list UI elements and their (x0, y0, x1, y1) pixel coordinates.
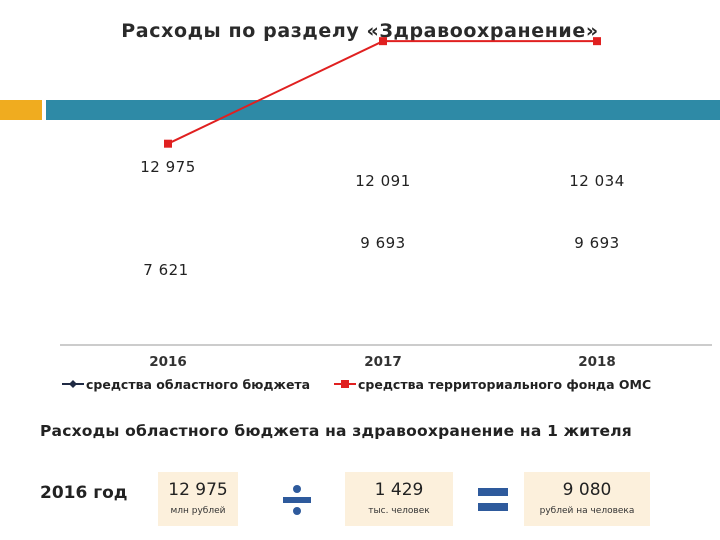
series-line (167, 40, 597, 145)
series-point (593, 37, 601, 46)
legend-label: средства областного бюджета (86, 377, 310, 392)
accent-bar-separator (42, 100, 46, 120)
line-chart: 2016 2017 2018 12 975 12 091 12 034 7 621 9 693… (60, 37, 712, 392)
legend-marker (69, 380, 77, 388)
result-box: 9 080 рублей на человека (524, 472, 650, 526)
x-tick-label: 2017 (364, 354, 402, 370)
budget-value: 12 975 (168, 480, 228, 500)
legend-label: средства территориального фонда ОМС (358, 377, 651, 392)
accent-bar-orange (0, 100, 42, 120)
data-label: 7 621 (143, 261, 188, 279)
budget-box: 12 975 млн рублей (158, 472, 238, 526)
population-unit: тыс. человек (368, 506, 430, 516)
accent-bar (0, 100, 720, 120)
legend-marker (341, 380, 349, 388)
result-value: 9 080 (562, 480, 612, 500)
per-capita-heading: Расходы областного бюджета на здравоохра… (40, 422, 632, 440)
data-label: 12 034 (569, 172, 625, 190)
data-label: 9 693 (360, 234, 405, 252)
data-label: 12 975 (140, 158, 196, 176)
population-value: 1 429 (374, 480, 424, 500)
x-tick-label: 2016 (149, 354, 187, 370)
series-point (164, 139, 172, 148)
accent-bar-teal (46, 100, 720, 120)
x-tick-label: 2018 (578, 354, 616, 370)
result-unit: рублей на человека (539, 506, 635, 516)
page-title: Расходы по разделу «Здравоохранение» (121, 20, 599, 42)
series-point (379, 37, 387, 46)
data-label: 12 091 (355, 172, 411, 190)
year-label: 2016 год (40, 483, 128, 503)
budget-unit: млн рублей (170, 506, 226, 516)
divide-icon (283, 485, 311, 515)
data-label: 9 693 (574, 234, 619, 252)
population-box: 1 429 тыс. человек (345, 472, 453, 526)
equals-icon (478, 488, 508, 511)
